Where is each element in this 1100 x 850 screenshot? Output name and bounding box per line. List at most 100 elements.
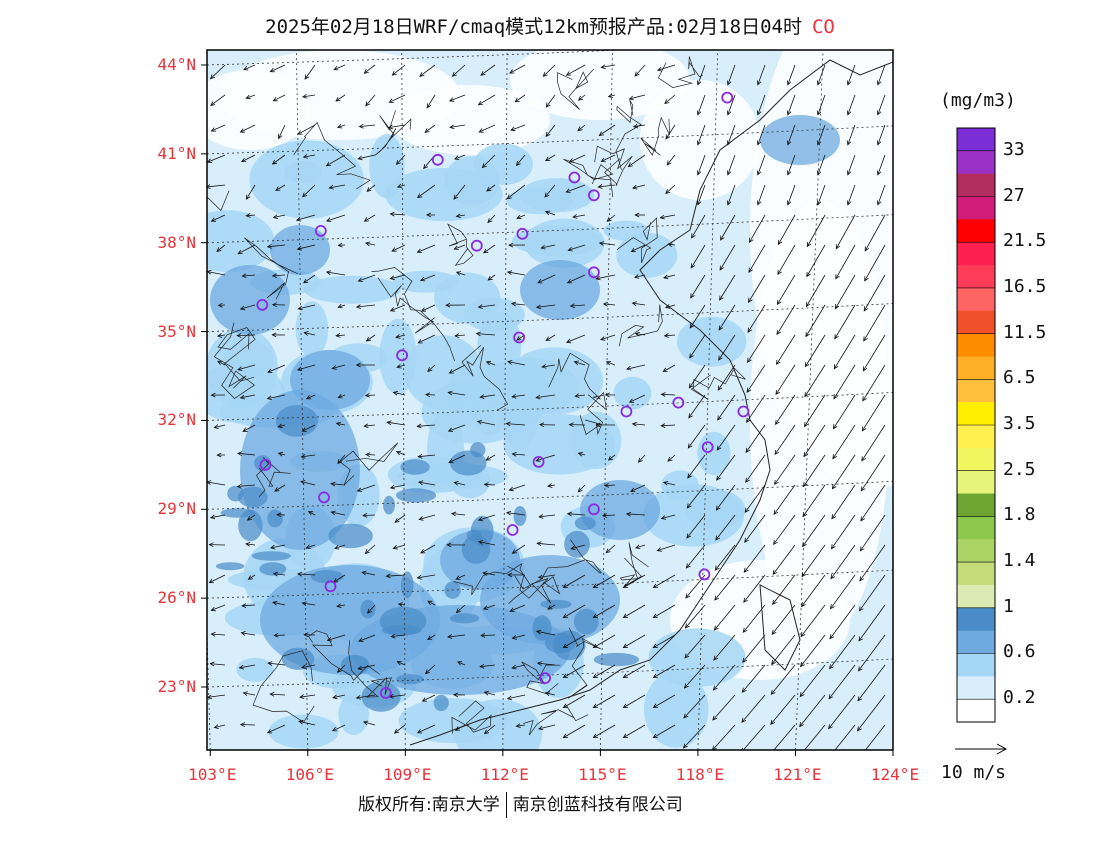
wind-arrowhead — [207, 480, 212, 485]
wind-arrowhead — [299, 694, 305, 699]
wind-arrow — [272, 274, 286, 277]
wind-arrowhead — [719, 265, 725, 271]
wind-arrow — [771, 634, 796, 665]
taiwan-outline — [759, 584, 801, 671]
wind-arrowhead — [273, 632, 279, 638]
wind-arrow — [240, 304, 256, 310]
wind-arrow — [623, 634, 646, 648]
wind-arrowhead — [509, 607, 515, 612]
wind-arrowhead — [816, 170, 822, 176]
wind-arrow — [480, 394, 496, 398]
wind-arrowhead — [846, 110, 852, 116]
wind-arrowhead — [330, 510, 336, 516]
wind-arrow — [358, 154, 376, 160]
longitude-label: 109°E — [383, 765, 432, 784]
wind-arrowhead — [856, 726, 862, 732]
city-marker — [259, 458, 272, 471]
wind-arrow — [367, 604, 376, 614]
wind-arrowhead — [816, 110, 822, 116]
wind-arrow — [774, 424, 796, 455]
province-border — [207, 190, 230, 212]
wind-arrowhead — [771, 659, 776, 665]
wind-arrowhead — [355, 695, 361, 700]
wind-arrowhead — [592, 733, 598, 739]
wind-arrowhead — [216, 247, 222, 252]
wind-arrow — [623, 664, 646, 678]
wind-arrow — [834, 724, 856, 750]
wind-arrow — [605, 544, 616, 554]
wind-arrow — [237, 334, 256, 336]
wind-arrowhead — [272, 600, 278, 606]
wind-arrowhead — [746, 417, 751, 423]
wind-arrowhead — [417, 453, 423, 459]
wind-arrow — [547, 604, 556, 610]
wind-arrowhead — [861, 456, 866, 462]
wind-arrow — [331, 483, 346, 486]
colorbar-label: 27 — [1003, 184, 1025, 206]
wind-arrowhead — [416, 193, 423, 199]
wind-arrow — [478, 94, 496, 106]
wind-arrowhead — [216, 452, 222, 458]
province-border — [594, 145, 633, 187]
province-border — [557, 68, 594, 110]
wind-arrowhead — [801, 572, 807, 578]
wind-arrow — [388, 124, 406, 128]
wind-arrowhead — [397, 602, 404, 607]
wind-arrow — [828, 664, 856, 699]
wind-arrow — [304, 64, 316, 80]
wind-arrowhead — [864, 246, 870, 252]
wind-arrow — [771, 604, 796, 635]
colorbar-label: 33 — [1003, 138, 1025, 160]
wind-arrowhead — [859, 576, 864, 582]
wind-arrowhead — [662, 367, 668, 373]
wind-arrow — [326, 271, 346, 276]
wind-arrow — [757, 94, 766, 115]
wind-arrow — [207, 154, 226, 163]
wind-arrowhead — [363, 423, 369, 429]
concentration-patch — [570, 411, 622, 470]
wind-arrowhead — [696, 170, 702, 176]
wind-arrow — [599, 124, 616, 136]
wind-arrowhead — [511, 664, 517, 670]
wind-arrowhead — [566, 511, 573, 517]
concentration-field — [207, 50, 893, 750]
wind-arrow — [877, 154, 886, 175]
wind-arrowhead — [713, 625, 719, 631]
wind-arrowhead — [453, 481, 459, 486]
wind-arrow — [365, 454, 376, 456]
wind-arrowhead — [448, 458, 454, 464]
colorbar-swatch — [957, 676, 995, 700]
wind-arrow — [746, 364, 766, 393]
wind-arrowhead — [652, 583, 658, 589]
wind-arrow — [358, 664, 376, 670]
wind-arrowhead — [602, 301, 608, 307]
wind-arrowhead — [801, 602, 806, 608]
colorbar-label: 0.6 — [1003, 641, 1036, 663]
wind-arrowhead — [689, 353, 694, 359]
wind-arrow — [448, 424, 466, 432]
wind-arrow — [572, 214, 586, 218]
wind-arrow — [516, 214, 526, 219]
wind-arrow — [211, 124, 226, 132]
wind-arrowhead — [545, 156, 551, 162]
city-marker — [568, 171, 581, 184]
wind-arrowhead — [427, 367, 433, 373]
wind-arrowhead — [634, 71, 640, 77]
wind-arrowhead — [664, 304, 671, 309]
wind-arrowhead — [632, 184, 638, 190]
wind-arrowhead — [696, 140, 702, 146]
wind-arrowhead — [716, 445, 722, 451]
wind-arrowhead — [237, 451, 243, 457]
wind-arrowhead — [598, 131, 604, 137]
wind-arrow — [859, 574, 886, 612]
wind-arrowhead — [876, 110, 882, 116]
wind-arrow — [653, 694, 676, 708]
wind-arrow — [593, 634, 616, 648]
wind-arrowhead — [481, 163, 487, 169]
province-border — [447, 223, 474, 266]
wind-arrow — [635, 544, 646, 549]
wind-arrow — [799, 664, 826, 697]
wind-arrow — [563, 604, 586, 618]
wind-arrowhead — [858, 606, 864, 612]
wind-arrow — [480, 634, 496, 636]
